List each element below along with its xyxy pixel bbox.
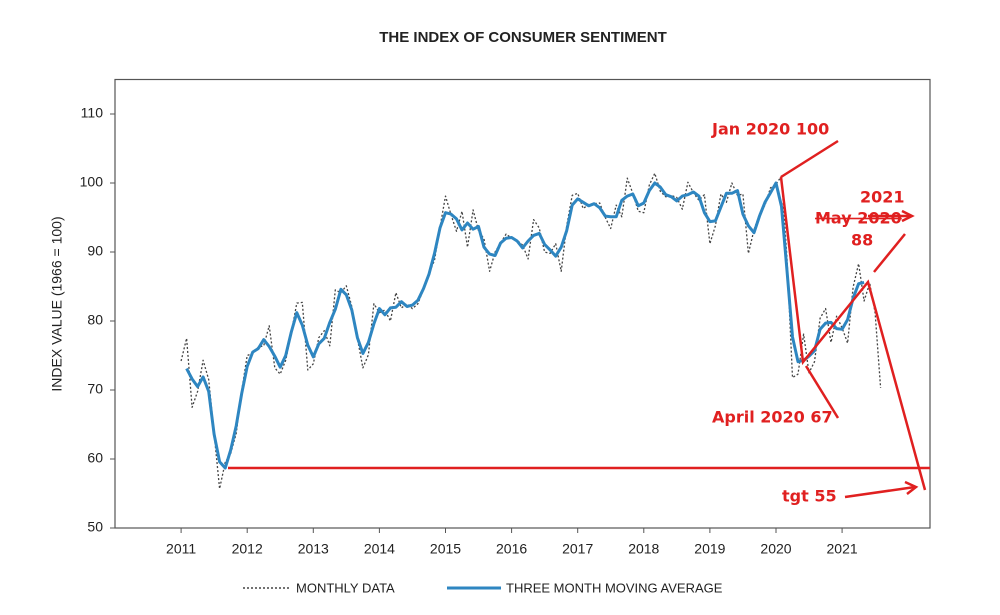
x-tick-label: 2012 [232, 541, 263, 557]
x-tick-label: 2021 [827, 541, 858, 557]
marks [180, 172, 882, 490]
pointer [780, 139, 839, 179]
x-tick-label: 2015 [430, 541, 461, 557]
y-tick-label: 50 [87, 519, 103, 535]
x-tick-label: 2011 [166, 541, 196, 557]
annotation: 88 [851, 231, 873, 250]
legend-label: MONTHLY DATA [296, 580, 395, 595]
annotation-lines [228, 139, 930, 499]
plot-frame [114, 78, 931, 529]
y-tick-label: 70 [87, 381, 103, 397]
annotation: Jan 2020 100 [711, 120, 829, 139]
x-tick-label: 2020 [760, 541, 791, 557]
y-axis-label: INDEX VALUE (1966 = 100) [49, 216, 65, 391]
series-line [180, 172, 882, 490]
y-tick-label: 60 [87, 450, 103, 466]
x-tick-label: 2016 [496, 541, 527, 557]
x-tick-label: 2019 [694, 541, 725, 557]
pointer [804, 365, 840, 419]
annotation: 2021 [860, 188, 905, 207]
y-tick-label: 110 [81, 105, 104, 121]
y-tick-label: 80 [87, 312, 103, 328]
annotation: May 2020 [815, 209, 902, 228]
arrow-head [904, 480, 919, 495]
x-tick-label: 2018 [628, 541, 659, 557]
annotation: April 2020 67 [712, 408, 833, 427]
chart-title: THE INDEX OF CONSUMER SENTIMENT [379, 29, 667, 46]
x-tick-label: 2013 [298, 541, 329, 557]
arrow-head [901, 209, 915, 223]
y-tick-label: 90 [87, 243, 103, 259]
x-tick-label: 2014 [364, 541, 395, 557]
annotation: tgt 55 [782, 487, 837, 506]
arrow [844, 485, 916, 499]
legend-label: THREE MONTH MOVING AVERAGE [506, 580, 723, 595]
x-tick-label: 2017 [562, 541, 593, 557]
trend-line [779, 176, 927, 491]
series-line [185, 181, 865, 470]
pointer [873, 233, 906, 273]
y-tick-label: 100 [80, 174, 104, 190]
